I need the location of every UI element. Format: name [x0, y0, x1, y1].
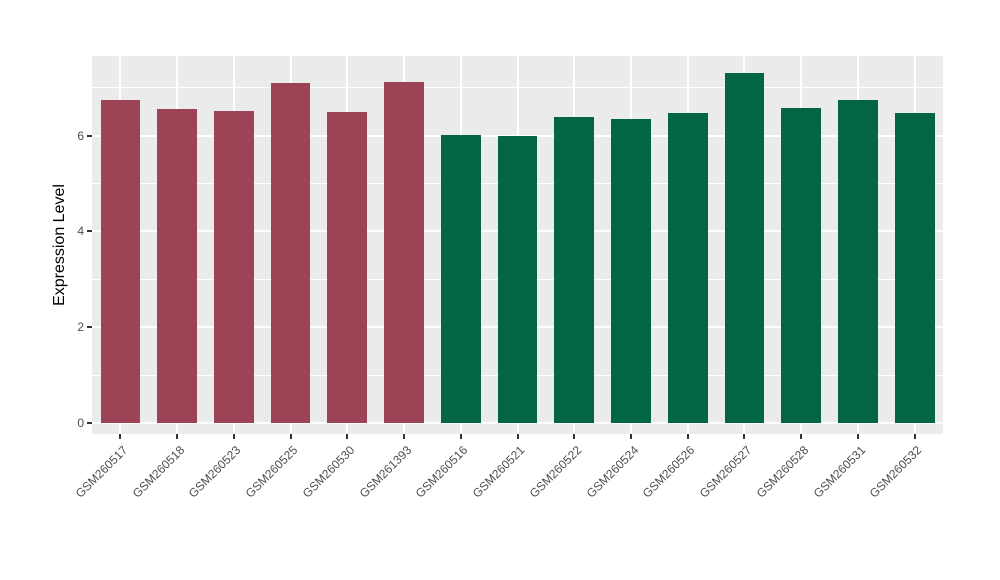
x-tick-mark [603, 434, 660, 439]
x-tick-mark [546, 434, 603, 439]
y-tick-mark [87, 230, 92, 233]
bar-slot [603, 118, 660, 423]
x-tick-mark [149, 434, 206, 439]
plot-panel [92, 56, 943, 434]
y-tick-label: 4 [77, 224, 84, 239]
x-tick-mark [773, 434, 830, 439]
y-tick-label: 0 [77, 416, 84, 430]
x-tick-mark [319, 434, 376, 439]
bars [92, 56, 943, 434]
x-axis-tick-marks [92, 434, 943, 439]
x-tick-mark [432, 434, 489, 439]
x-tick-mark [830, 434, 887, 439]
bar-GSM260527 [724, 73, 765, 423]
bar-GSM260531 [838, 99, 878, 423]
bar-GSM260525 [270, 82, 311, 423]
bar-GSM260522 [554, 117, 595, 423]
x-tick-mark [262, 434, 319, 439]
bar-slot [659, 113, 716, 423]
bar-slot [432, 134, 489, 423]
bar-GSM260523 [213, 110, 254, 423]
bar-slot [376, 81, 433, 423]
bar-GSM260516 [440, 134, 481, 423]
bar-GSM260528 [781, 108, 822, 423]
bar-slot [773, 108, 830, 423]
major-gridline [92, 422, 943, 424]
minor-gridline [92, 87, 943, 89]
bar-GSM260532 [894, 112, 935, 423]
bar-slot [319, 111, 376, 423]
x-tick-mark [92, 434, 149, 439]
bar-GSM260517 [100, 99, 141, 423]
x-tick-mark [489, 434, 546, 439]
bar-slot [546, 117, 603, 423]
bar-slot [830, 99, 887, 423]
bar-GSM260524 [611, 118, 651, 423]
bar-slot [262, 82, 319, 423]
bar-slot [92, 99, 149, 423]
x-label-slot: GSM260532 [867, 439, 943, 529]
bar-GSM260521 [497, 135, 538, 423]
x-tick-label: GSM260517 [72, 443, 131, 501]
bar-slot [716, 73, 773, 423]
y-axis-title: Expression Level [51, 184, 68, 306]
y-tick-label: 2 [77, 320, 84, 335]
bar-GSM260518 [157, 108, 197, 423]
x-tick-mark [659, 434, 716, 439]
bar-GSM260530 [327, 111, 368, 423]
bar-slot [886, 112, 943, 423]
bar-GSM260526 [667, 113, 708, 423]
bar-GSM261393 [384, 81, 424, 423]
major-gridline [92, 134, 943, 137]
y-tick-mark [87, 134, 92, 137]
bar-slot [149, 108, 206, 423]
bar-slot [205, 110, 262, 423]
x-tick-mark [886, 434, 943, 439]
x-tick-mark [205, 434, 262, 439]
x-axis-labels: GSM260517 GSM260518 GSM260523 GSM260525 GSM2… [73, 439, 943, 529]
y-tick-mark [87, 422, 92, 424]
x-tick-mark [716, 434, 773, 439]
bar-slot [489, 135, 546, 423]
y-tick-label: 6 [77, 128, 84, 143]
y-tick-mark [87, 326, 92, 329]
x-tick-mark [376, 434, 433, 439]
